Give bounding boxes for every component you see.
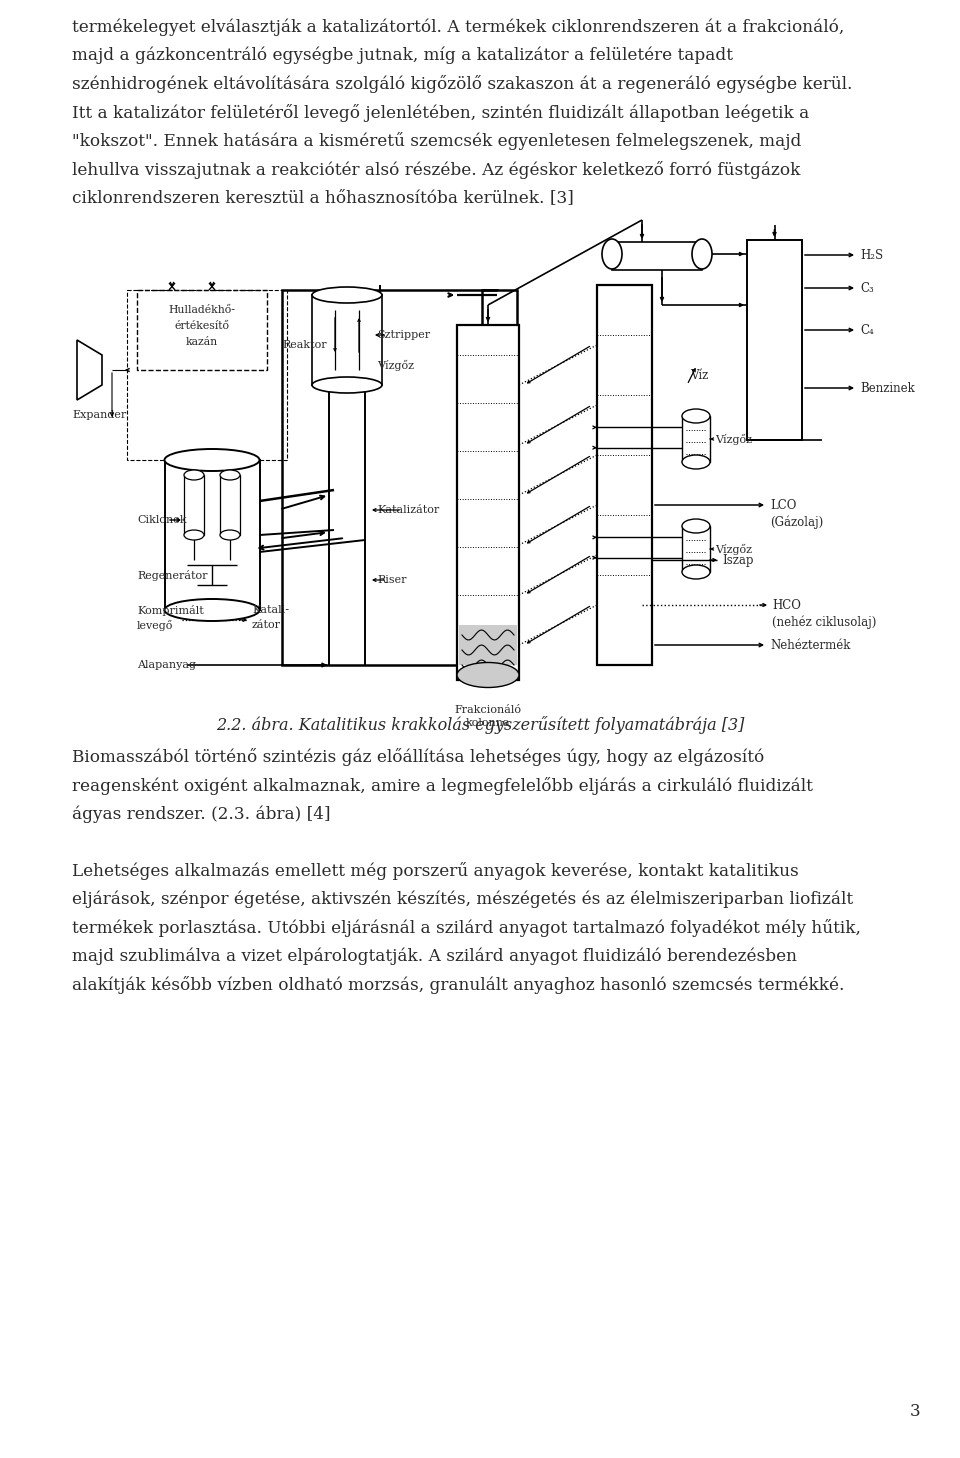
Text: Ciklonok: Ciklonok [137, 515, 186, 525]
Text: (nehéz ciklusolaj): (nehéz ciklusolaj) [772, 615, 876, 628]
Bar [459, 625, 517, 665]
Text: majd szublimálva a vizet elpárologtatják. A szilárd anyagot fluidizáló berendezé: majd szublimálva a vizet elpárologtatják… [72, 948, 797, 965]
Text: lehullva visszajutnak a reakciótér alsó részébe. Az égéskor keletkező forró füst: lehullva visszajutnak a reakciótér alsó … [72, 160, 801, 178]
Ellipse shape [682, 566, 710, 579]
Ellipse shape [682, 410, 710, 423]
Text: majd a gázkoncentráló egységbe jutnak, míg a katalizátor a felületére tapadt: majd a gázkoncentráló egységbe jutnak, m… [72, 47, 733, 64]
Bar [597, 284, 652, 665]
Bar [682, 416, 710, 462]
Bar [457, 325, 519, 679]
Text: Biomasszából történő szintézis gáz előállítása lehetséges úgy, hogy az elgázosít: Biomasszából történő szintézis gáz előál… [72, 748, 764, 765]
Text: kazán: kazán [186, 337, 218, 347]
Bar [747, 241, 802, 440]
Bar [184, 475, 204, 535]
Bar [682, 526, 710, 572]
Text: Nehéztermék: Nehéztermék [770, 639, 851, 652]
Text: Sztripper: Sztripper [377, 330, 430, 340]
Text: kolonna: kolonna [466, 717, 511, 728]
Text: Itt a katalizátor felületéről levegő jelenlétében, szintén fluidizált állapotban: Itt a katalizátor felületéről levegő jel… [72, 104, 809, 121]
Text: C₄: C₄ [860, 324, 874, 337]
Text: termékelegyet elválasztják a katalizátortól. A termékek ciklonrendszeren át a fr: termékelegyet elválasztják a katalizátor… [72, 17, 844, 35]
Text: reagensként oxigént alkalmaznak, amire a legmegfelelőbb eljárás a cirkuláló flui: reagensként oxigént alkalmaznak, amire a… [72, 777, 813, 795]
Ellipse shape [312, 378, 382, 394]
Text: Benzinek: Benzinek [860, 382, 915, 395]
Ellipse shape [682, 519, 710, 534]
Text: alakítják később vízben oldható morzsás, granulált anyaghoz hasonló szemcsés ter: alakítják később vízben oldható morzsás,… [72, 975, 845, 994]
Text: zátor: zátor [252, 620, 281, 630]
Text: H₂S: H₂S [860, 248, 883, 261]
Text: Reaktor: Reaktor [282, 340, 326, 350]
Text: Komprimált: Komprimált [137, 605, 204, 615]
Text: Iszap: Iszap [722, 554, 754, 567]
Text: C₃: C₃ [860, 281, 874, 295]
Polygon shape [77, 340, 102, 399]
Text: LCO: LCO [770, 499, 797, 512]
Text: Alapanyag: Alapanyag [137, 660, 196, 671]
Text: Víz: Víz [690, 369, 708, 382]
Ellipse shape [682, 455, 710, 469]
Text: ágyas rendszer. (2.3. ábra) [4]: ágyas rendszer. (2.3. ábra) [4] [72, 805, 330, 822]
Bar [164, 461, 259, 609]
Text: Katalizátor: Katalizátor [377, 504, 440, 515]
Bar [312, 295, 382, 385]
Text: szénhidrogének eltávolítására szolgáló kigőzölő szakaszon át a regeneráló egység: szénhidrogének eltávolítására szolgáló k… [72, 74, 852, 93]
Text: Vízgőz: Vízgőz [377, 360, 414, 370]
Text: 3: 3 [909, 1403, 920, 1420]
Bar [612, 242, 702, 270]
Text: 2.2. ábra. Katalitikus krakkolás egyszerűsített folyamatábrája [3]: 2.2. ábra. Katalitikus krakkolás egyszer… [216, 716, 744, 733]
Text: termékek porlasztása. Utóbbi eljárásnál a szilárd anyagot tartalmazó folyadékot : termékek porlasztása. Utóbbi eljárásnál … [72, 919, 861, 937]
Ellipse shape [312, 287, 382, 303]
Bar [127, 290, 287, 461]
Text: eljárások, szénpor égetése, aktivszén készítés, mészégetés és az élelmiszeriparb: eljárások, szénpor égetése, aktivszén ké… [72, 891, 853, 908]
Bar [137, 290, 267, 370]
Ellipse shape [692, 239, 712, 268]
Text: Katali-: Katali- [252, 605, 289, 615]
Ellipse shape [220, 469, 240, 480]
Text: (Gázolaj): (Gázolaj) [770, 515, 824, 528]
Bar [220, 475, 240, 535]
Text: Frakcionáló: Frakcionáló [454, 706, 521, 714]
Text: Vízgőz: Vízgőz [715, 544, 752, 554]
Text: levegő: levegő [137, 620, 174, 631]
Ellipse shape [164, 449, 259, 471]
Ellipse shape [220, 531, 240, 539]
Ellipse shape [602, 239, 622, 268]
Ellipse shape [184, 531, 204, 539]
Text: "kokszot". Ennek hatására a kisméretű szemcsék egyenletesen felmelegszenek, majd: "kokszot". Ennek hatására a kisméretű sz… [72, 133, 802, 150]
Text: Lehetséges alkalmazás emellett még porszerű anyagok keverése, kontakt katalitiku: Lehetséges alkalmazás emellett még porsz… [72, 862, 799, 881]
Text: Riser: Riser [377, 574, 406, 585]
Text: Hulladékhő-: Hulladékhő- [169, 305, 235, 315]
Bar [282, 290, 497, 665]
Text: ciklonrendszeren keresztül a hőhasznosítóba kerülnek. [3]: ciklonrendszeren keresztül a hőhasznosít… [72, 190, 574, 206]
Text: értékesítő: értékesítő [175, 321, 229, 331]
Ellipse shape [184, 469, 204, 480]
Text: HCO: HCO [772, 599, 801, 612]
Ellipse shape [164, 599, 259, 621]
Text: Regenerátor: Regenerátor [137, 570, 207, 580]
Bar [482, 290, 517, 665]
Text: Expander: Expander [72, 410, 127, 420]
Ellipse shape [457, 662, 519, 688]
Text: Vízgőz: Vízgőz [715, 433, 752, 445]
